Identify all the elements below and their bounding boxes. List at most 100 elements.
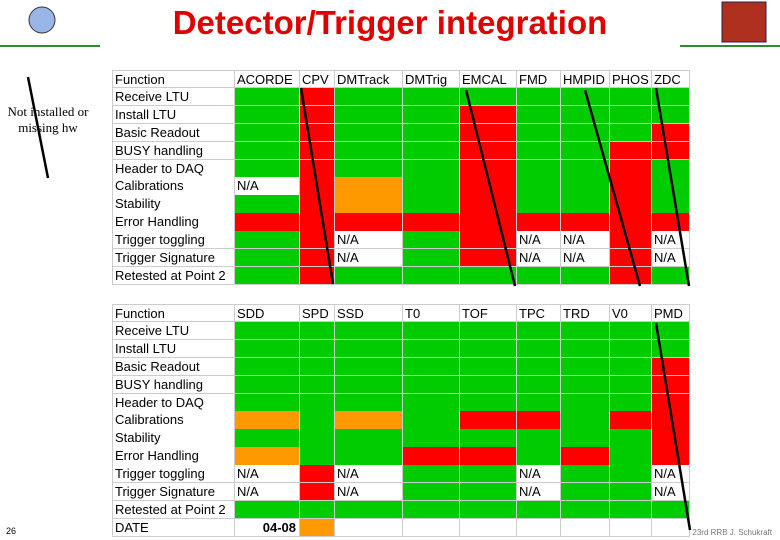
status-cell [561,266,610,286]
status-cell [517,177,561,196]
row-label: Install LTU [112,339,235,359]
status-cell: N/A [517,483,561,502]
status-cell [517,195,561,214]
status-cell: N/A [517,249,561,268]
status-cell [403,195,460,214]
status-cell [403,213,460,232]
status-cell [610,231,652,250]
status-cell [235,213,300,232]
status-cell [403,249,460,268]
row-label: BUSY handling [112,141,235,160]
status-cell [300,321,335,341]
status-cell: N/A [652,483,690,502]
column-header: EMCAL [460,70,517,89]
status-cell [460,339,517,359]
status-cell [335,375,403,394]
status-cell: N/A [335,483,403,502]
status-cell [561,483,610,502]
status-cell [235,429,300,448]
row-label: Basic Readout [112,357,235,377]
status-cell [403,393,460,412]
row-label: BUSY handling [112,375,235,394]
status-cell [235,339,300,359]
status-cell [517,375,561,394]
status-cell [403,266,460,286]
status-cell [652,141,690,160]
status-cell [235,159,300,178]
row-label: Header to DAQ [112,159,235,178]
status-cell: N/A [561,249,610,268]
row-label: Stability [112,195,235,214]
status-cell [517,321,561,341]
status-cell [610,87,652,107]
status-cell [335,266,403,286]
status-cell [517,159,561,178]
status-cell [610,141,652,160]
column-header: CPV [300,70,335,89]
status-cell [610,393,652,412]
status-cell [403,159,460,178]
row-label: Receive LTU [112,321,235,341]
row-label: Calibrations [112,411,235,430]
status-cell [460,123,517,143]
status-cell [460,500,517,520]
status-cell: N/A [335,249,403,268]
column-header: DMTrig [403,70,460,89]
column-header: TRD [561,304,610,323]
status-cell [652,195,690,214]
status-cell [300,518,335,538]
status-cell [335,159,403,178]
column-header: ZDC [652,70,690,89]
status-cell [561,465,610,484]
status-cell [335,518,403,538]
status-cell [460,465,517,484]
row-label: Error Handling [112,447,235,466]
status-cell [235,195,300,214]
status-cell [335,339,403,359]
row-label: Receive LTU [112,87,235,107]
status-cell [517,105,561,125]
status-cell [460,429,517,448]
row-label: Trigger Signature [112,483,235,502]
row-label: Retested at Point 2 [112,500,235,520]
status-cell [300,429,335,448]
status-cell [235,87,300,107]
column-header: ACORDE [235,70,300,89]
status-cell [652,429,690,448]
status-cell [517,141,561,160]
status-cell [610,339,652,359]
status-cell [300,339,335,359]
status-cell [460,357,517,377]
column-header: PHOS [610,70,652,89]
status-cell [610,177,652,196]
status-cell [652,500,690,520]
status-cell [300,357,335,377]
row-label: Header to DAQ [112,393,235,412]
status-cell [335,105,403,125]
status-cell [517,87,561,107]
status-cell [517,518,561,538]
status-cell [610,411,652,430]
row-label: Error Handling [112,213,235,232]
column-header: T0 [403,304,460,323]
column-header: Function [112,304,235,323]
status-cell: N/A [652,249,690,268]
status-cell [460,518,517,538]
status-cell [561,159,610,178]
status-cell [335,500,403,520]
status-cell [300,213,335,232]
status-cell [403,87,460,107]
status-cell: 04-08 [235,518,300,538]
status-cell [403,177,460,196]
status-cell [561,177,610,196]
status-cell: N/A [335,231,403,250]
status-cell [610,518,652,538]
status-cell [517,213,561,232]
status-cell [460,483,517,502]
row-label: Install LTU [112,105,235,125]
status-cell [235,411,300,430]
column-header: TPC [517,304,561,323]
status-cell [235,266,300,286]
status-cell [460,411,517,430]
status-cell [610,195,652,214]
